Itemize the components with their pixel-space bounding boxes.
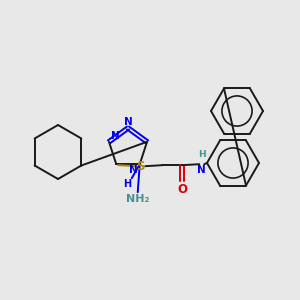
Text: S: S	[136, 160, 145, 173]
Text: H: H	[123, 179, 131, 189]
Text: N: N	[129, 165, 138, 175]
Text: N: N	[197, 165, 206, 175]
Text: N: N	[111, 131, 120, 141]
Text: H: H	[198, 150, 206, 159]
Text: NH₂: NH₂	[126, 194, 149, 204]
Text: O: O	[177, 183, 187, 196]
Text: N: N	[124, 117, 132, 127]
